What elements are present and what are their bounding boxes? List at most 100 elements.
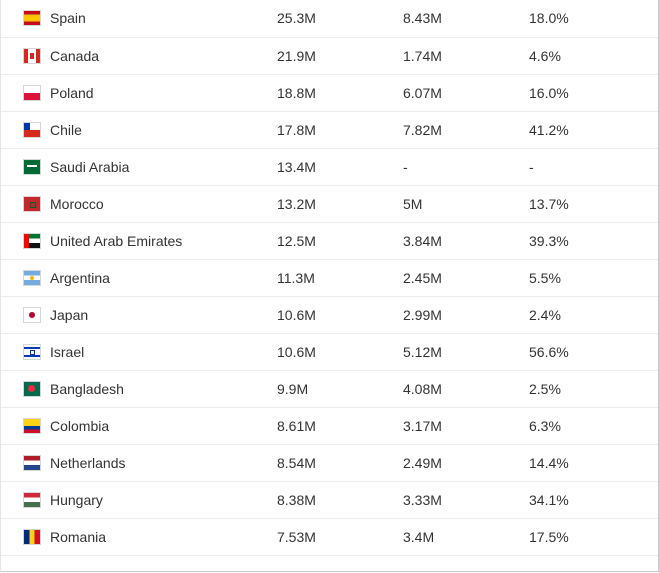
country-cell[interactable]: Colombia — [1, 417, 277, 434]
value-cell-col3: 8.43M — [403, 10, 442, 27]
country-name: Poland — [50, 84, 94, 101]
table-row: Romania 7.53M 3.4M 17.5% — [1, 518, 658, 555]
table-row: Poland 18.8M 6.07M 16.0% — [1, 74, 658, 111]
morocco-flag-icon — [23, 195, 41, 212]
value-cell-col2: 18.8M — [277, 84, 316, 101]
country-cell[interactable]: Argentina — [1, 269, 277, 286]
chile-flag-icon — [23, 121, 41, 138]
value-cell-col2: 11.3M — [277, 269, 315, 286]
value-cell-col2: 9.9M — [277, 380, 309, 397]
country-table: Spain 25.3M 8.43M 18.0% Canada 21.9M 1.7… — [1, 0, 658, 556]
country-name: Bangladesh — [50, 380, 124, 397]
value-cell-col3: 3.84M — [403, 232, 442, 249]
value-cell-col3: 5M — [403, 195, 423, 212]
value-cell-col2: 21.9M — [277, 47, 316, 64]
spain-flag-icon — [23, 10, 41, 27]
country-cell[interactable]: Poland — [1, 84, 277, 101]
country-cell[interactable]: Spain — [1, 10, 277, 27]
table-row: Japan 10.6M 2.99M 2.4% — [1, 296, 658, 333]
table-row: Spain 25.3M 8.43M 18.0% — [1, 0, 658, 37]
country-cell[interactable]: Hungary — [1, 491, 277, 508]
country-cell[interactable]: Japan — [1, 306, 277, 323]
table-row: Colombia 8.61M 3.17M 6.3% — [1, 407, 658, 444]
value-cell-col4: 18.0% — [529, 10, 569, 27]
value-cell-col2: 25.3M — [277, 10, 316, 27]
country-name: United Arab Emirates — [50, 232, 183, 249]
value-cell-col4: 2.4% — [529, 306, 561, 323]
value-cell-col3: - — [403, 158, 408, 175]
value-cell-col3: 2.99M — [403, 306, 442, 323]
country-name: Canada — [50, 47, 100, 64]
country-name: Netherlands — [50, 454, 126, 471]
argentina-flag-icon — [23, 269, 41, 286]
table-row: Canada 21.9M 1.74M 4.6% — [1, 37, 658, 74]
country-cell[interactable]: Chile — [1, 121, 277, 138]
value-cell-col3: 1.74M — [403, 47, 442, 64]
uae-flag-icon — [23, 232, 41, 249]
table-row: Saudi Arabia 13.4M - - — [1, 148, 658, 185]
country-cell[interactable]: Morocco — [1, 195, 277, 212]
value-cell-col3: 2.49M — [403, 454, 442, 471]
value-cell-col2: 10.6M — [277, 343, 316, 360]
value-cell-col4: 14.4% — [529, 454, 569, 471]
value-cell-col2: 17.8M — [277, 121, 316, 138]
country-cell[interactable]: Israel — [1, 343, 277, 360]
country-name: Chile — [50, 121, 82, 138]
value-cell-col3: 3.33M — [403, 491, 442, 508]
value-cell-col4: 56.6% — [529, 343, 569, 360]
table-row: Hungary 8.38M 3.33M 34.1% — [1, 481, 658, 518]
colombia-flag-icon — [23, 417, 41, 434]
country-name: Colombia — [50, 417, 110, 434]
value-cell-col3: 5.12M — [403, 343, 442, 360]
country-name: Saudi Arabia — [50, 158, 130, 175]
value-cell-col3: 3.17M — [403, 417, 442, 434]
country-cell[interactable]: Canada — [1, 47, 277, 64]
country-cell[interactable]: United Arab Emirates — [1, 232, 277, 249]
value-cell-col4: 39.3% — [529, 232, 569, 249]
value-cell-col2: 8.61M — [277, 417, 316, 434]
country-cell[interactable]: Romania — [1, 528, 277, 545]
value-cell-col2: 13.2M — [277, 195, 316, 212]
table-row: Argentina 11.3M 2.45M 5.5% — [1, 259, 658, 296]
value-cell-col2: 8.54M — [277, 454, 316, 471]
value-cell-col3: 4.08M — [403, 380, 442, 397]
value-cell-col4: 16.0% — [529, 84, 569, 101]
value-cell-col3: 6.07M — [403, 84, 442, 101]
value-cell-col4: 34.1% — [529, 491, 569, 508]
table-row: Chile 17.8M 7.82M 41.2% — [1, 111, 658, 148]
country-name: Argentina — [50, 269, 110, 286]
hungary-flag-icon — [23, 491, 41, 508]
table-row: Israel 10.6M 5.12M 56.6% — [1, 333, 658, 370]
value-cell-col3: 2.45M — [403, 269, 442, 286]
romania-flag-icon — [23, 528, 41, 545]
value-cell-col4: 41.2% — [529, 121, 569, 138]
value-cell-col2: 8.38M — [277, 491, 316, 508]
netherlands-flag-icon — [23, 454, 41, 471]
value-cell-col4: 17.5% — [529, 528, 569, 545]
country-cell[interactable]: Bangladesh — [1, 380, 277, 397]
value-cell-col2: 7.53M — [277, 528, 316, 545]
bangladesh-flag-icon — [23, 380, 41, 397]
israel-flag-icon — [23, 343, 41, 360]
country-name: Morocco — [50, 195, 104, 212]
country-name: Hungary — [50, 491, 103, 508]
country-cell[interactable]: Saudi Arabia — [1, 158, 277, 175]
saudi-arabia-flag-icon — [23, 158, 41, 175]
poland-flag-icon — [23, 84, 41, 101]
country-name: Israel — [50, 343, 85, 360]
country-name: Japan — [50, 306, 89, 323]
country-name: Romania — [50, 528, 107, 545]
value-cell-col4: 5.5% — [529, 269, 561, 286]
value-cell-col2: 12.5M — [277, 232, 316, 249]
table-row: Morocco 13.2M 5M 13.7% — [1, 185, 658, 222]
value-cell-col4: 4.6% — [529, 47, 561, 64]
value-cell-col4: 13.7% — [529, 195, 569, 212]
value-cell-col2: 10.6M — [277, 306, 316, 323]
country-name: Spain — [50, 10, 86, 27]
japan-flag-icon — [23, 306, 41, 323]
value-cell-col3: 3.4M — [403, 528, 435, 545]
value-cell-col4: 6.3% — [529, 417, 561, 434]
value-cell-col4: 2.5% — [529, 380, 561, 397]
country-cell[interactable]: Netherlands — [1, 454, 277, 471]
